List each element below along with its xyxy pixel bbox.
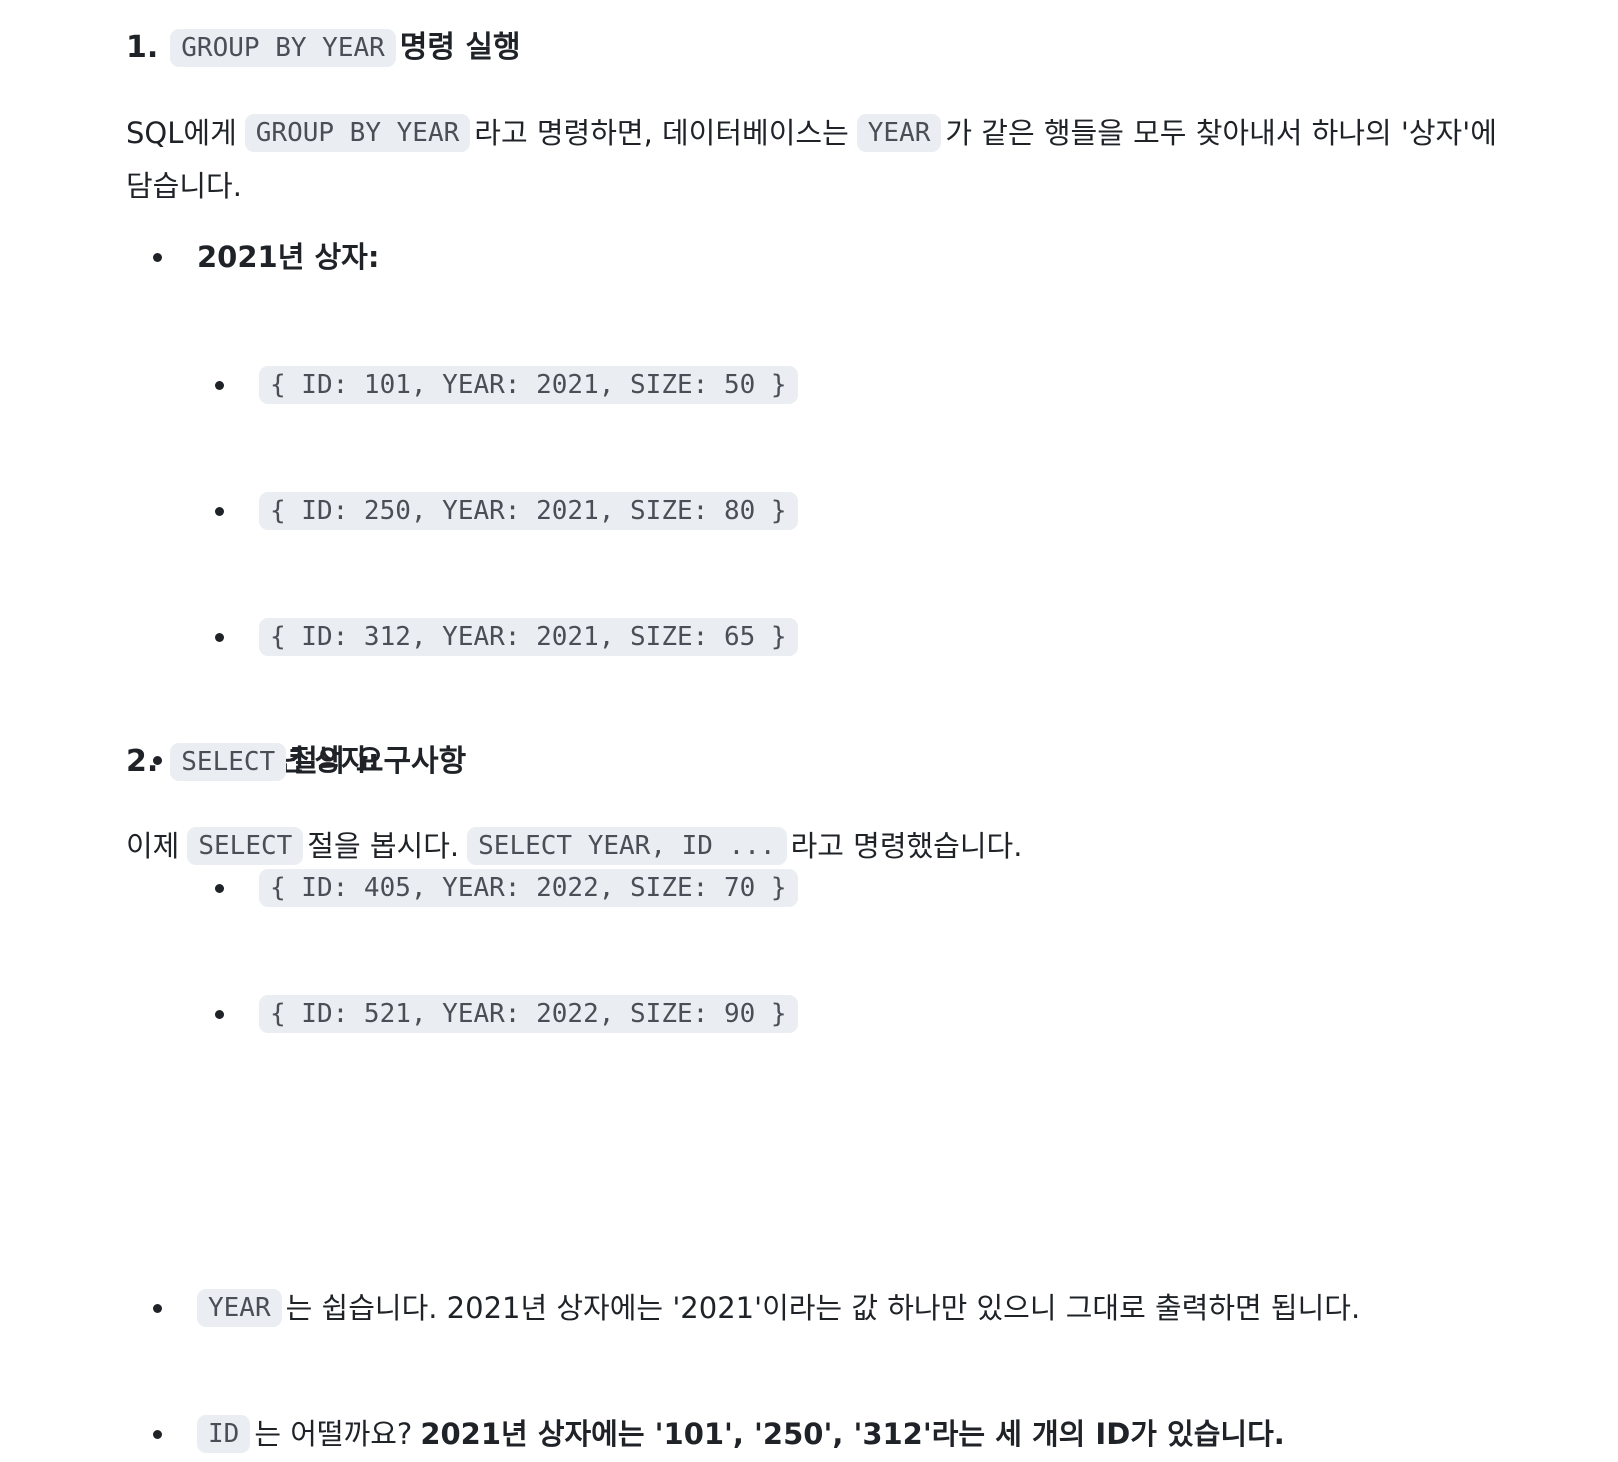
paragraph-text: 라고 명령했습니다. — [790, 829, 1023, 863]
row-code: { ID: 101, YEAR: 2021, SIZE: 50 } — [259, 366, 798, 404]
inline-code: GROUP BY YEAR — [170, 29, 396, 67]
inline-code: SELECT — [170, 743, 287, 781]
inline-code: SELECT — [187, 827, 304, 865]
section-number: 2. — [126, 744, 159, 779]
heading-text: 명령 실행 — [399, 30, 521, 65]
bullet-icon — [215, 381, 224, 390]
list-item-row: { ID: 521, YEAR: 2022, SIZE: 90 } — [215, 986, 1618, 1042]
inline-code: GROUP BY YEAR — [244, 114, 471, 152]
list-item: YEAR 는 쉽습니다. 2021년 상자에는 '2021'이라는 값 하나만 … — [153, 1280, 1618, 1336]
row-code: { ID: 312, YEAR: 2021, SIZE: 65 } — [259, 618, 798, 656]
section-1-paragraph: SQL에게 GROUP BY YEAR 라고 명령하면, 데이터베이스는 YEA… — [126, 105, 1497, 161]
group-label: 2021년 상자: — [197, 240, 380, 274]
row-code: { ID: 521, YEAR: 2022, SIZE: 90 } — [259, 995, 798, 1033]
list-item-bold-text: 2021년 상자에는 '101', '250', '312'라는 세 개의 ID… — [420, 1417, 1285, 1451]
paragraph-text: 가 같은 행들을 모두 찾아내서 하나의 '상자'에 — [945, 116, 1497, 150]
inline-code: YEAR — [856, 114, 942, 152]
list-item-text: 는 어떨까요? — [254, 1417, 413, 1451]
section-2-heading: 2. SELECT 절의 요구사항 — [126, 734, 466, 790]
document-body: 1. GROUP BY YEAR 명령 실행 SQL에게 GROUP BY YE… — [126, 20, 1618, 1453]
section-1-heading: 1. GROUP BY YEAR 명령 실행 — [126, 20, 521, 76]
section-1-paragraph-continued: 담습니다. — [126, 158, 242, 214]
bullet-icon — [153, 1430, 162, 1439]
paragraph-text: 절을 봅시다. — [307, 829, 460, 863]
bullet-icon — [153, 1304, 162, 1313]
paragraph-text: 담습니다. — [126, 169, 242, 203]
list-item-row: { ID: 405, YEAR: 2022, SIZE: 70 } — [215, 860, 1618, 916]
paragraph-text: 라고 명령하면, 데이터베이스는 — [474, 116, 849, 150]
list-item-row: { ID: 250, YEAR: 2021, SIZE: 80 } — [215, 483, 1618, 539]
bullet-icon — [215, 507, 224, 516]
row-code: { ID: 405, YEAR: 2022, SIZE: 70 } — [259, 869, 798, 907]
bullet-icon — [215, 1010, 224, 1019]
bullet-icon — [215, 884, 224, 893]
bullet-icon — [153, 253, 162, 262]
list-item-row: { ID: 101, YEAR: 2021, SIZE: 50 } — [215, 357, 1618, 413]
inline-code: YEAR — [197, 1289, 282, 1327]
list-item-row: { ID: 312, YEAR: 2021, SIZE: 65 } — [215, 609, 1618, 665]
paragraph-text: SQL에게 — [126, 116, 237, 150]
section-number: 1. — [126, 30, 159, 65]
bullet-icon — [215, 633, 224, 642]
list-item: ID 는 어떨까요? 2021년 상자에는 '101', '250', '312… — [153, 1406, 1618, 1462]
section-2-paragraph: 이제 SELECT 절을 봅시다. SELECT YEAR, ID ... 라고… — [126, 818, 1022, 874]
row-code: { ID: 250, YEAR: 2021, SIZE: 80 } — [259, 492, 798, 530]
heading-text: 절의 요구사항 — [290, 744, 467, 779]
inline-code: SELECT YEAR, ID ... — [467, 827, 787, 865]
inline-code: ID — [197, 1415, 251, 1453]
bullet-icon — [153, 756, 162, 765]
list-item-text: 는 쉽습니다. 2021년 상자에는 '2021'이라는 값 하나만 있으니 그… — [285, 1291, 1361, 1325]
paragraph-text: 이제 — [126, 829, 180, 863]
list-item-group: 2021년 상자: — [153, 229, 1618, 285]
